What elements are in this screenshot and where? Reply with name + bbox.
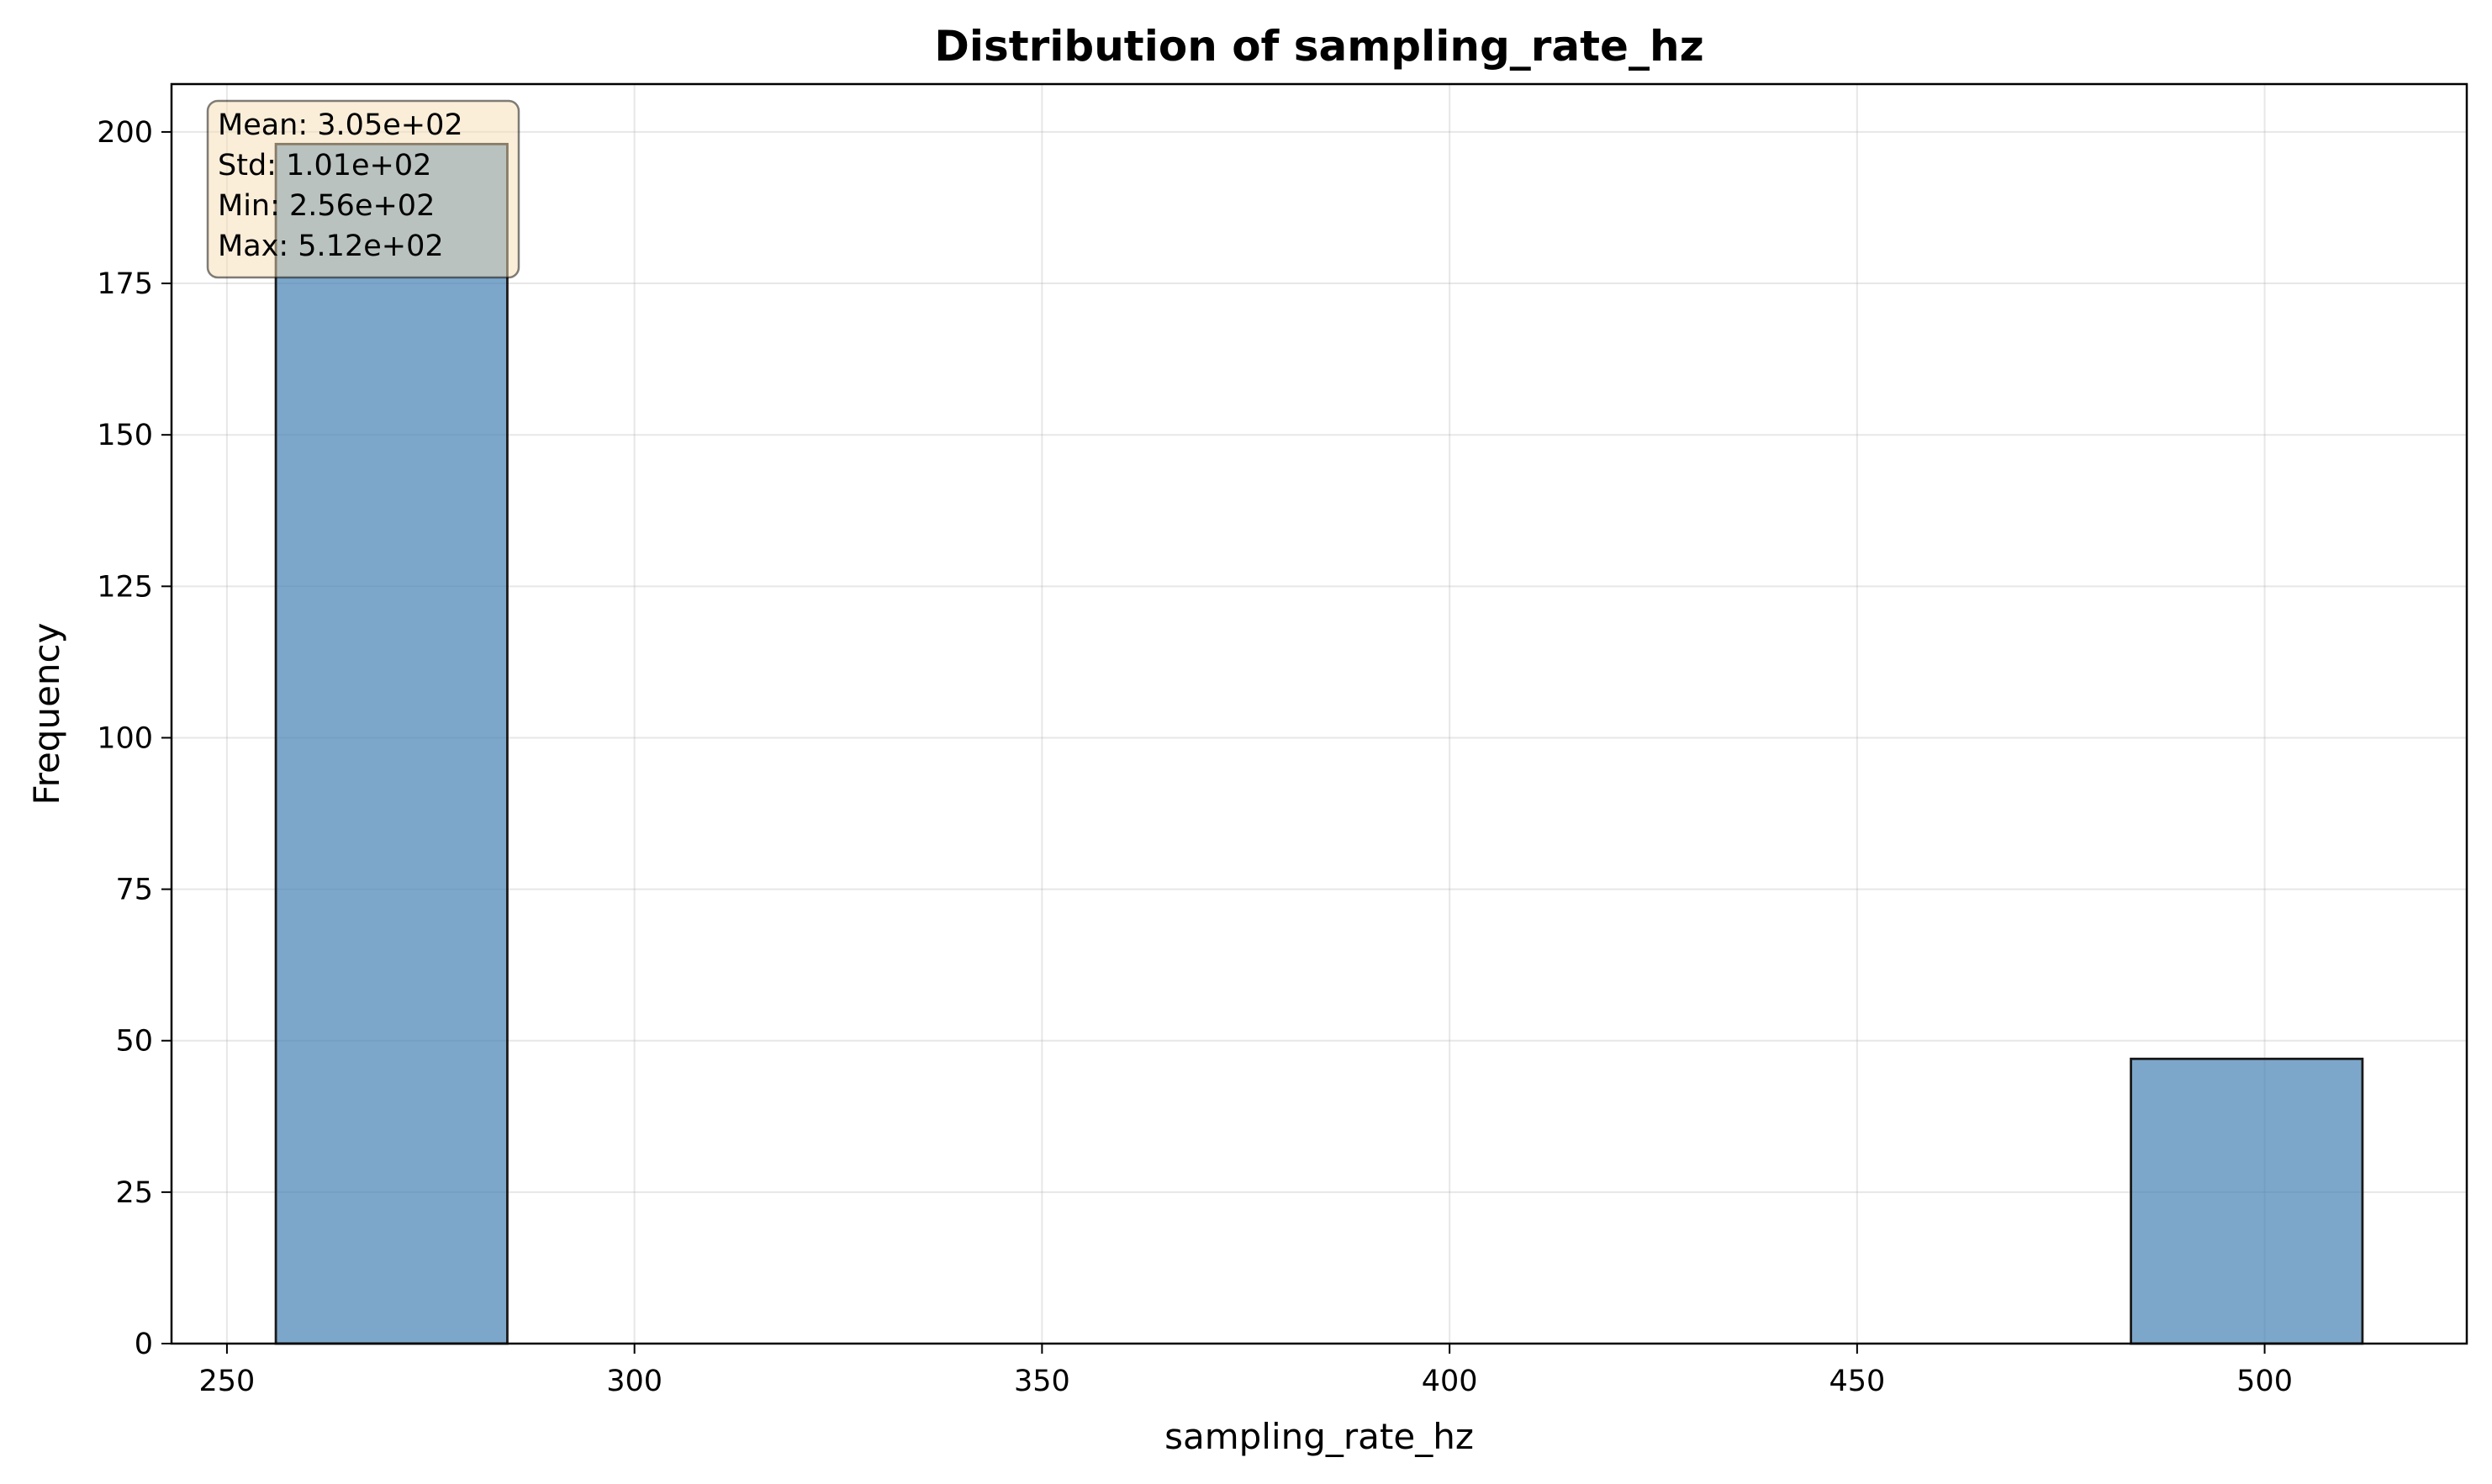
y-tick-label-5: 125 xyxy=(97,570,153,604)
x-tick-label-2: 350 xyxy=(1014,1365,1070,1398)
histogram-bar-0 xyxy=(274,142,509,1345)
stats-mean: Mean: 3.05e+02 xyxy=(218,108,463,142)
y-tick-label-4: 100 xyxy=(97,721,153,755)
y-tick-label-2: 50 xyxy=(115,1025,153,1059)
y-axis-label: Frequency xyxy=(26,623,67,805)
y-tick-label-1: 25 xyxy=(115,1176,153,1210)
ticks: 250 300 350 400 450 500 0 25 50 75 100 125 150 175 200 xyxy=(97,116,2293,1398)
stats-box: Mean: 3.05e+02 Std: 1.01e+02 Min: 2.56e+… xyxy=(206,99,520,279)
x-tick-label-3: 400 xyxy=(1422,1365,1478,1398)
plot-frame xyxy=(170,82,2468,1345)
stats-min: Min: 2.56e+02 xyxy=(218,189,435,223)
x-axis-label: sampling_rate_hz xyxy=(1164,1416,1474,1457)
x-tick-label-1: 300 xyxy=(606,1365,663,1398)
stats-max: Max: 5.12e+02 xyxy=(218,230,444,263)
x-tick-label-0: 250 xyxy=(199,1365,256,1398)
y-tick-label-3: 75 xyxy=(115,874,153,907)
x-tick-label-5: 500 xyxy=(2236,1365,2293,1398)
y-tick-label-0: 0 xyxy=(135,1328,153,1361)
histogram-bar-8 xyxy=(2130,1057,2364,1345)
stats-box-background xyxy=(206,99,520,279)
y-tick-label-7: 175 xyxy=(97,267,153,301)
y-tick-label-6: 150 xyxy=(97,419,153,452)
x-tick-label-4: 450 xyxy=(1829,1365,1885,1398)
stats-std: Std: 1.01e+02 xyxy=(218,149,431,182)
y-tick-label-8: 200 xyxy=(97,116,153,150)
grid xyxy=(172,84,2467,1344)
bars xyxy=(274,142,2364,1345)
chart-title: Distribution of sampling_rate_hz xyxy=(934,22,1703,71)
